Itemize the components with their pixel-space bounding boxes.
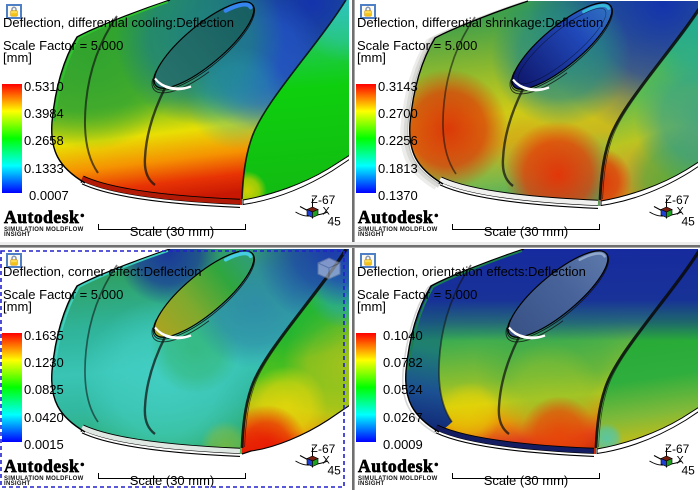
svg-text:X: X (677, 455, 685, 467)
svg-text:45: 45 (682, 464, 696, 478)
svg-text:X: X (323, 206, 331, 218)
svg-text:Z: Z (311, 443, 318, 455)
svg-text:X: X (323, 455, 331, 467)
svg-text:X: X (677, 206, 685, 218)
svg-text:-67: -67 (672, 193, 690, 207)
svg-text:Z: Z (665, 194, 672, 206)
svg-text:Z: Z (311, 194, 318, 206)
svg-text:45: 45 (328, 464, 342, 478)
svg-text:45: 45 (682, 215, 696, 229)
svg-text:-67: -67 (318, 442, 336, 456)
svg-text:-67: -67 (318, 193, 336, 207)
svg-text:-67: -67 (672, 442, 690, 456)
svg-text:Z: Z (665, 443, 672, 455)
svg-text:45: 45 (328, 215, 342, 229)
